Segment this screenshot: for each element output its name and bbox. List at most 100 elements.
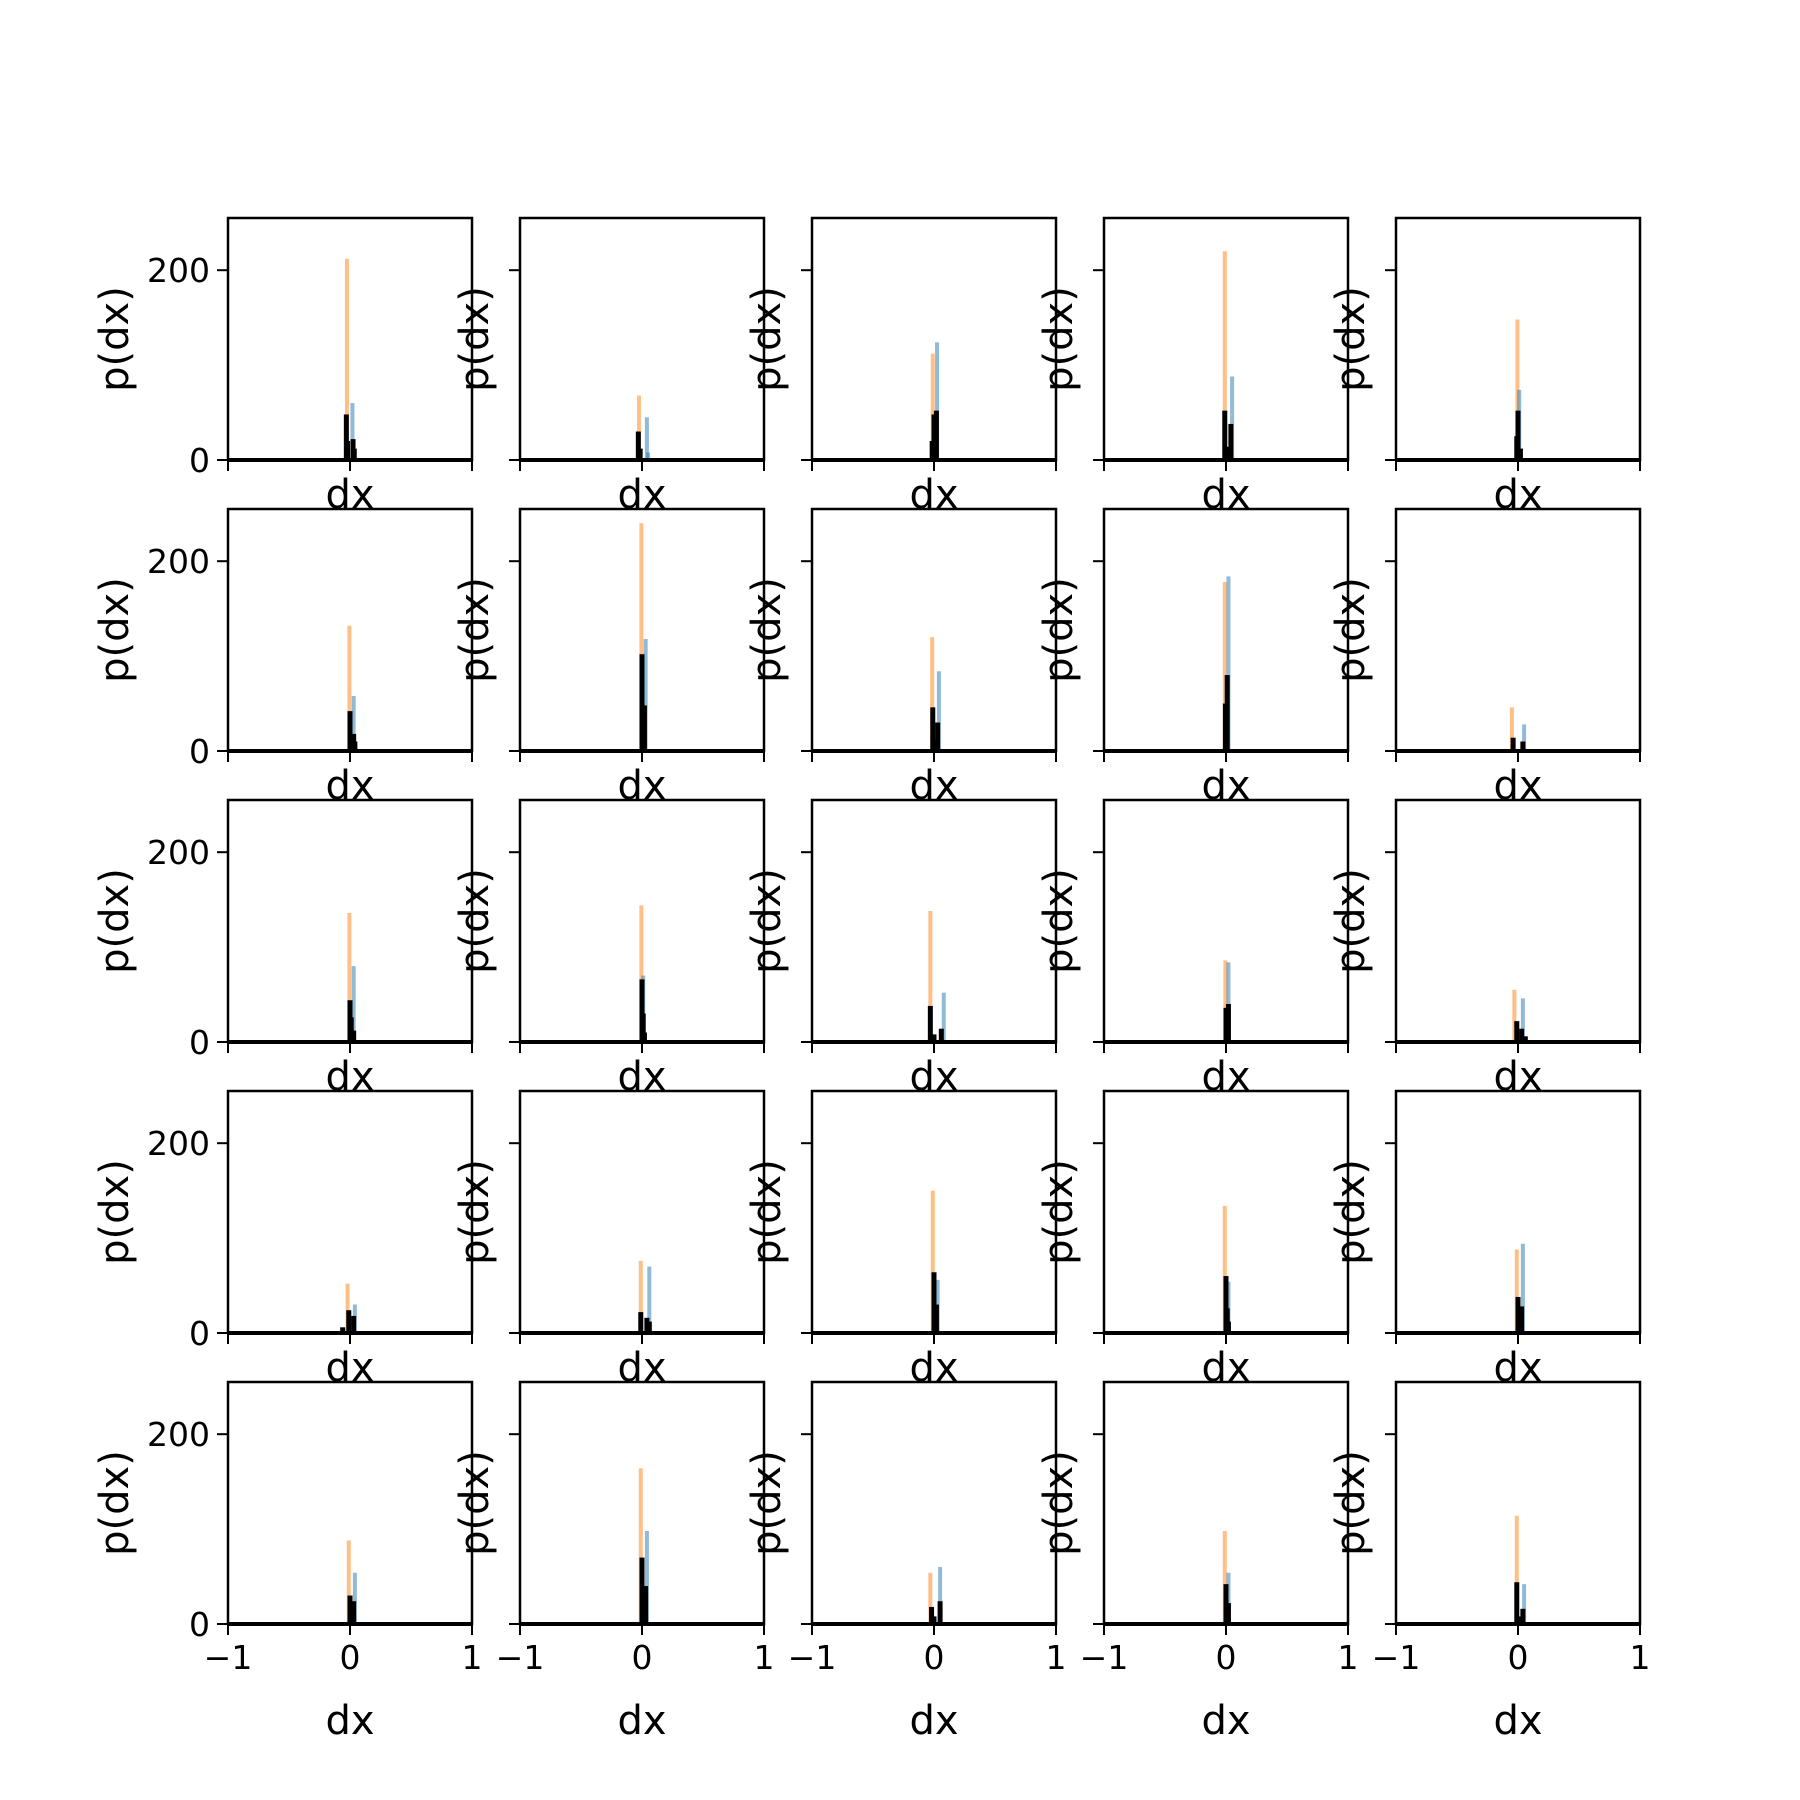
y-axis-label: p(dx) bbox=[452, 577, 498, 683]
hist-bar-overlay bbox=[351, 1030, 357, 1042]
panel-r1-c2: dx p(dx) bbox=[744, 507, 1058, 809]
hist-bar-series-a bbox=[935, 342, 940, 460]
hist-bar-series-a bbox=[1230, 376, 1235, 460]
hist-bar-series-b bbox=[345, 1283, 350, 1333]
hist-bar-series-b bbox=[1222, 251, 1227, 460]
hist-bar-series-a bbox=[644, 417, 649, 460]
hist-bar-series-b bbox=[928, 1572, 933, 1624]
x-axis-label: dx bbox=[909, 472, 958, 518]
y-axis-label: p(dx) bbox=[92, 286, 138, 392]
hist-bar-overlay bbox=[1515, 410, 1521, 460]
hist-bar-overlay bbox=[639, 1557, 645, 1624]
panel-r2-c2: dx p(dx) bbox=[744, 798, 1058, 1100]
panel-r3-c4: dx p(dx) bbox=[1328, 1089, 1642, 1391]
hist-bar-overlay bbox=[932, 739, 938, 751]
x-tick-label: 0 bbox=[340, 1638, 361, 1677]
hist-bar-series-b bbox=[1222, 582, 1227, 751]
hist-bar-overlay bbox=[1225, 1603, 1231, 1624]
axes-frame bbox=[810, 798, 1058, 1044]
y-axis-label: p(dx) bbox=[744, 1450, 790, 1556]
x-axis-label: dx bbox=[1493, 1054, 1542, 1100]
panel-r3-c3: dx p(dx) bbox=[1036, 1089, 1350, 1391]
x-axis-label: dx bbox=[617, 1698, 666, 1744]
y-axis-label: p(dx) bbox=[1328, 1450, 1374, 1556]
x-axis-label: dx bbox=[909, 1054, 958, 1100]
hist-bar-series-a bbox=[1226, 576, 1231, 751]
hist-bar-series-a bbox=[647, 1266, 652, 1333]
hist-bar-overlay bbox=[1225, 1004, 1231, 1042]
hist-bar-overlay bbox=[1514, 1582, 1520, 1624]
y-axis-label: p(dx) bbox=[1036, 868, 1082, 974]
hist-bar-overlay bbox=[639, 654, 645, 751]
x-axis-label: dx bbox=[325, 1698, 374, 1744]
hist-bar-series-b bbox=[1223, 960, 1228, 1042]
y-axis-label: p(dx) bbox=[744, 577, 790, 683]
hist-bar-series-a bbox=[941, 992, 946, 1042]
x-axis-label: dx bbox=[617, 1345, 666, 1391]
y-axis-label: p(dx) bbox=[1036, 1159, 1082, 1265]
y-tick-label: 200 bbox=[147, 542, 210, 581]
x-tick-label: −1 bbox=[204, 1638, 253, 1677]
hist-bar-overlay bbox=[639, 979, 645, 1042]
axes-frame bbox=[1394, 798, 1642, 1044]
hist-bar-overlay bbox=[1224, 1614, 1230, 1624]
panel-r3-c2: dx p(dx) bbox=[744, 1089, 1058, 1391]
x-tick-label: 0 bbox=[1508, 1638, 1529, 1677]
hist-bar-overlay bbox=[348, 1614, 354, 1624]
hist-bar-overlay bbox=[1225, 1321, 1231, 1333]
hist-bar-overlay bbox=[1522, 1036, 1528, 1042]
x-axis-label: dx bbox=[1493, 1698, 1542, 1744]
y-tick-label: 0 bbox=[189, 1314, 210, 1353]
y-tick-label: 200 bbox=[147, 1124, 210, 1163]
y-axis-label: p(dx) bbox=[744, 868, 790, 974]
hist-bar-overlay bbox=[641, 705, 647, 751]
x-axis-label: dx bbox=[325, 1054, 374, 1100]
hist-bar-overlay bbox=[646, 1321, 652, 1333]
axes-frame bbox=[226, 216, 474, 462]
hist-bar-overlay bbox=[640, 1013, 646, 1042]
hist-bar-overlay bbox=[346, 1310, 352, 1333]
hist-bar-series-b bbox=[344, 258, 349, 460]
panel-r3-c0: 0 200 dx p(dx) bbox=[92, 1089, 474, 1391]
hist-bar-series-b bbox=[1509, 707, 1514, 751]
hist-bar-overlay bbox=[1514, 436, 1520, 460]
hist-bar-overlay bbox=[1515, 1296, 1521, 1333]
x-tick-label: −1 bbox=[496, 1638, 545, 1677]
panel-r2-c4: dx p(dx) bbox=[1328, 798, 1642, 1100]
x-axis-label: dx bbox=[617, 472, 666, 518]
hist-bar-series-b bbox=[1514, 1515, 1519, 1624]
hist-bar-overlay bbox=[1510, 737, 1516, 751]
panel-r2-c0: 0 200 dx p(dx) bbox=[92, 798, 474, 1100]
hist-bar-series-b bbox=[636, 395, 641, 460]
hist-bar-series-a bbox=[352, 1572, 357, 1624]
y-axis-label: p(dx) bbox=[1328, 1159, 1374, 1265]
x-axis-label: dx bbox=[1201, 472, 1250, 518]
hist-bar-overlay bbox=[929, 441, 935, 460]
x-axis-label: dx bbox=[1493, 763, 1542, 809]
y-axis-label: p(dx) bbox=[1036, 577, 1082, 683]
x-tick-label: 0 bbox=[632, 1638, 653, 1677]
x-axis-label: dx bbox=[1201, 763, 1250, 809]
hist-bar-overlay bbox=[937, 1601, 943, 1624]
x-tick-label: 0 bbox=[1216, 1638, 1237, 1677]
hist-bar-overlay bbox=[1224, 1032, 1230, 1042]
hist-bar-series-b bbox=[347, 625, 352, 751]
hist-bar-overlay bbox=[1516, 1319, 1522, 1333]
x-tick-label: 1 bbox=[1630, 1638, 1651, 1677]
axes-frame bbox=[1394, 507, 1642, 753]
y-axis-label: p(dx) bbox=[1328, 286, 1374, 392]
x-axis-label: dx bbox=[909, 1698, 958, 1744]
hist-bar-series-b bbox=[930, 1190, 935, 1333]
y-axis-label: p(dx) bbox=[1036, 1450, 1082, 1556]
x-axis-label: dx bbox=[909, 763, 958, 809]
hist-bar-overlay bbox=[930, 707, 936, 751]
hist-bar-overlay bbox=[351, 1601, 357, 1624]
x-tick-label: 1 bbox=[754, 1638, 775, 1677]
hist-bar-series-b bbox=[638, 1468, 643, 1624]
hist-bar-overlay bbox=[1223, 1276, 1229, 1333]
hist-bar-overlay bbox=[933, 410, 939, 460]
y-axis-label: p(dx) bbox=[744, 1159, 790, 1265]
y-axis-label: p(dx) bbox=[1328, 868, 1374, 974]
